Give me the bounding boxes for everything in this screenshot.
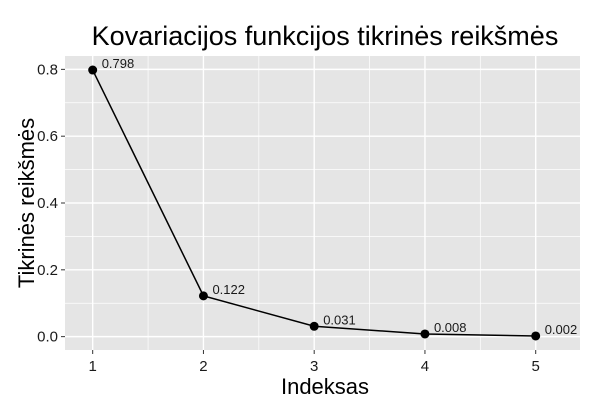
x-axis-title: Indeksas [281, 374, 369, 399]
y-axis-ticks: 0.0 0.2 0.4 0.6 0.8 [37, 61, 65, 346]
y-tick-label: 0.0 [37, 329, 58, 346]
data-label: 0.008 [434, 320, 467, 335]
y-tick-label: 0.4 [37, 195, 58, 212]
data-label: 0.798 [102, 56, 135, 71]
grid-major [65, 56, 580, 350]
data-point [88, 65, 98, 75]
y-tick-label: 0.8 [37, 61, 58, 78]
chart-title: Kovariacijos funkcijos tikrinės reikšmės [92, 21, 559, 51]
data-point [309, 321, 319, 331]
data-label: 0.122 [212, 282, 245, 297]
y-tick-label: 0.6 [37, 128, 58, 145]
x-axis-ticks: 1 2 3 4 5 [89, 350, 540, 375]
x-tick-label: 4 [421, 358, 429, 375]
y-tick-label: 0.2 [37, 262, 58, 279]
data-points [88, 65, 541, 341]
data-labels: 0.798 0.122 0.031 0.008 0.002 [102, 56, 578, 337]
x-tick-label: 2 [199, 358, 207, 375]
x-tick-label: 1 [89, 358, 97, 375]
data-label: 0.002 [545, 322, 578, 337]
data-point [198, 291, 208, 301]
y-axis-title: Tikrinės reikšmės [14, 118, 39, 288]
x-tick-label: 5 [532, 358, 540, 375]
data-point [531, 331, 541, 341]
data-point [420, 329, 430, 339]
data-label: 0.031 [323, 312, 356, 327]
x-tick-label: 3 [310, 358, 318, 375]
